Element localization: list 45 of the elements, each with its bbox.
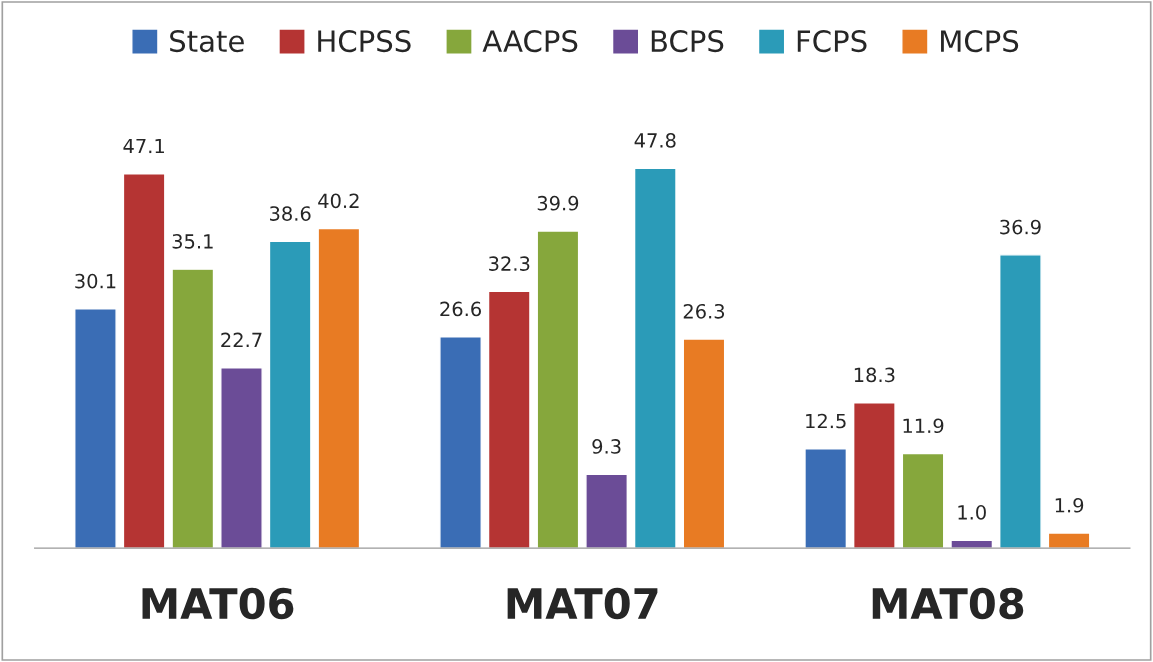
data-label: 12.5 xyxy=(806,413,846,429)
bar xyxy=(804,448,848,549)
bar xyxy=(999,254,1042,549)
legend-label: FCPS xyxy=(797,30,867,53)
data-label: 9.3 xyxy=(592,439,621,454)
legend-label: State xyxy=(170,30,244,53)
legend-label: MCPS xyxy=(941,30,1019,53)
data-label: 38.6 xyxy=(270,206,311,221)
x-tick-label: MAT06 xyxy=(142,587,294,620)
data-label: 30.1 xyxy=(75,273,116,289)
bar xyxy=(268,240,312,549)
bar xyxy=(536,230,580,549)
bar xyxy=(852,401,896,549)
data-label: 39.9 xyxy=(537,195,579,211)
bar xyxy=(220,367,263,549)
data-label: 11.9 xyxy=(903,418,944,434)
bar xyxy=(439,336,482,549)
bar xyxy=(901,452,945,549)
data-label: 47.1 xyxy=(123,138,164,154)
bar xyxy=(317,227,361,549)
data-label: 40.2 xyxy=(318,193,359,209)
data-label: 47.8 xyxy=(634,133,676,148)
bar xyxy=(74,308,117,549)
legend-label: HCPSS xyxy=(318,30,411,53)
data-label: 32.3 xyxy=(489,256,530,271)
bar xyxy=(171,268,215,549)
bar xyxy=(585,473,628,549)
bar xyxy=(950,539,994,549)
legend-label: AACPS xyxy=(482,30,578,53)
data-label: 26.6 xyxy=(440,301,481,317)
data-label: 36.9 xyxy=(1000,219,1041,235)
bar xyxy=(682,338,726,549)
data-label: 26.3 xyxy=(683,303,725,319)
legend-label: BCPS xyxy=(651,30,724,53)
data-label: 22.7 xyxy=(221,332,262,347)
data-label: 1.9 xyxy=(1055,497,1084,513)
bar xyxy=(122,173,166,549)
x-tick-label: MAT08 xyxy=(872,587,1024,620)
bar xyxy=(1047,532,1091,549)
data-label: 1.0 xyxy=(958,505,986,520)
x-tick-label: MAT07 xyxy=(507,587,658,620)
data-label: 35.1 xyxy=(172,234,213,249)
bar xyxy=(633,167,677,549)
data-label: 18.3 xyxy=(854,367,895,383)
bar xyxy=(487,290,531,549)
